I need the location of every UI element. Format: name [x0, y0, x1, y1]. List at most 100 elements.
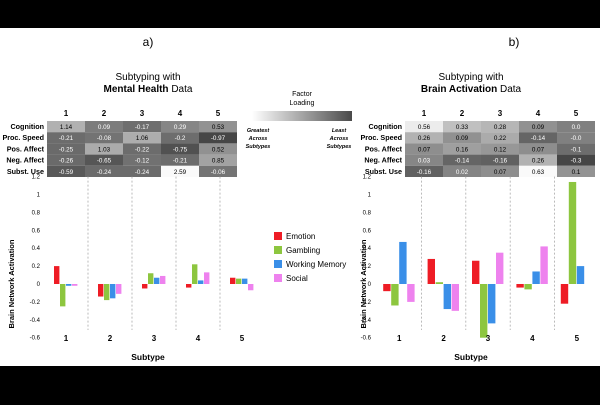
heatmap-b-cell-label-4-0: -0.16 [417, 169, 432, 176]
undefined-ytick-2: -0.2 [30, 300, 41, 306]
heatmap-b-cell-2-2 [481, 143, 519, 155]
heatmap-b-cell-label-3-1: -0.14 [455, 158, 470, 165]
heatmap-b-cell-label-2-3: 0.07 [532, 146, 545, 153]
undefined-ytick-3: 0 [37, 282, 41, 288]
undefined-xlabel: Subtype [131, 352, 165, 362]
figure-background [0, 28, 600, 366]
heatmap-b-cell-label-1-1: 0.09 [456, 135, 469, 142]
heatmap-a-cell-1-3 [161, 132, 199, 144]
heatmap-b-cell-1-3 [519, 132, 557, 144]
heatmap-a-cell-3-3 [161, 154, 199, 166]
undefined-bar-1-4 [568, 181, 577, 284]
heatmap-b-row-label-3: Neg. Affect [364, 156, 402, 165]
undefined-ytick-8: 1 [37, 193, 41, 199]
undefined-bar-2-4 [242, 278, 248, 284]
undefined-ylabel: Brain Network Activation [7, 239, 16, 328]
heatmap-b-cell-4-3 [519, 165, 557, 177]
heatmap-a-cell-0-1 [85, 121, 123, 133]
heatmap-a-cell-0-3 [161, 121, 199, 133]
undefined-bar-2-0 [66, 284, 72, 286]
undefined-ytick-3: 0 [368, 282, 372, 288]
undefined-bar-2-2 [488, 284, 496, 324]
heatmap-a-cell-2-2 [123, 143, 161, 155]
panel-a-title-line2: Mental Health Data [104, 84, 193, 95]
undefined-bar-0-3 [186, 284, 192, 288]
undefined-bar-1-2 [148, 273, 154, 284]
undefined-ytick-4: 0.2 [32, 264, 41, 270]
heatmap-a-cell-label-0-0: 1.14 [60, 124, 73, 131]
panel-a-title-rest: Data [169, 84, 193, 95]
factor-loading-title-line1: Factor [292, 91, 313, 98]
heatmap-a-cell-label-1-3: -0.2 [175, 135, 186, 142]
fl-left-label-3: Subtypes [246, 144, 271, 150]
undefined-bar-1-2 [480, 284, 488, 338]
panel-a-title-bold: Mental Health [104, 84, 169, 95]
panel-a-title-line1: Subtyping with [115, 72, 180, 83]
panel-b-title-bold: Brain Activation [421, 84, 497, 95]
legend-label-emotion: Emotion [286, 232, 315, 241]
undefined-ytick-7: 0.8 [32, 210, 41, 216]
heatmap-a-cell-label-2-1: 1.03 [98, 146, 111, 153]
heatmap-b-cell-label-3-4: -0.3 [571, 158, 582, 165]
heatmap-b-cell-label-3-0: 0.03 [418, 158, 431, 165]
heatmap-b-cell-label-4-2: 0.07 [494, 169, 507, 176]
undefined-bar-1-3 [524, 284, 532, 290]
undefined-ytick-5: 0.4 [363, 246, 372, 252]
heatmap-a-cell-label-4-4: -0.06 [211, 169, 226, 176]
heatmap-a: 1 2 3 4 5 Cognition 1.14 0.09 -0.17 0.29 0.53 Proc.… [2, 109, 237, 177]
undefined-bar-1-0 [391, 284, 399, 306]
undefined-bar-2-1 [443, 284, 451, 310]
heatmap-a-cell-4-1 [85, 165, 123, 177]
heatmap-b-cell-label-2-0: 0.07 [418, 146, 431, 153]
heatmap-a-cell-2-4 [199, 143, 237, 155]
undefined-xtick-3: 3 [486, 334, 491, 343]
undefined-ytick-1: -0.4 [361, 318, 372, 324]
undefined-bar-1-3 [192, 264, 198, 284]
heatmap-b-cell-label-4-4: 0.1 [572, 169, 581, 176]
undefined-xtick-4: 4 [196, 334, 201, 343]
heatmap-b-cell-label-0-2: 0.28 [494, 124, 507, 131]
heatmap-a-cell-1-0 [47, 132, 85, 144]
heatmap-b-cell-0-4 [557, 121, 595, 133]
heatmap-b-cell-0-1 [443, 121, 481, 133]
panel-b-title-line1: Subtyping with [438, 72, 503, 83]
undefined-bar-2-2 [154, 277, 160, 284]
bar-chart-b: -0.6 -0.4 -0.2 0 0.2 0.4 0.6 0.8 1 1.2 Brain Netwo… [359, 175, 585, 362]
heatmap-a-cell-4-2 [123, 165, 161, 177]
undefined-xtick-5: 5 [575, 334, 580, 343]
panel-b-title-rest: Data [497, 84, 521, 95]
heatmap-b-cell-3-4 [557, 154, 595, 166]
heatmap-a-cell-label-4-1: -0.24 [97, 169, 112, 176]
undefined-xtick-2: 2 [108, 334, 113, 343]
legend-swatch-working-memory [274, 260, 282, 268]
heatmap-a-row-label-1: Proc. Speed [2, 133, 44, 142]
undefined-ytick-7: 0.8 [363, 210, 372, 216]
heatmap-a-cell-4-0 [47, 165, 85, 177]
heatmap-b-cell-label-0-3: 0.09 [532, 124, 545, 131]
heatmap-b: 1 2 3 4 5 Cognition 0.56 0.33 0.28 0.09 0.0 Proc. S… [360, 109, 595, 177]
panel-b-title-line2: Brain Activation Data [421, 84, 522, 95]
undefined-bar-0-2 [472, 260, 480, 284]
undefined-bar-0-1 [98, 284, 104, 297]
heatmap-a-cell-label-3-1: -0.65 [97, 158, 112, 165]
heatmap-a-cell-label-2-4: 0.52 [212, 146, 225, 153]
heatmap-b-row-label-4: Subst. Use [365, 167, 402, 176]
undefined-bar-2-4 [576, 266, 585, 284]
heatmap-b-cell-3-2 [481, 154, 519, 166]
heatmap-b-cell-label-0-4: 0.0 [572, 124, 581, 131]
heatmap-b-cell-label-0-0: 0.56 [418, 124, 431, 131]
heatmap-b-cell-label-2-4: -0.1 [571, 146, 582, 153]
heatmap-a-cell-label-2-2: -0.22 [135, 146, 150, 153]
heatmap-a-cell-3-2 [123, 154, 161, 166]
undefined-bar-0-4 [230, 277, 236, 284]
undefined-bar-3-1 [451, 284, 459, 311]
heatmap-b-cell-label-1-0: 0.26 [418, 135, 431, 142]
heatmap-b-cell-2-0 [405, 143, 443, 155]
undefined-ytick-6: 0.6 [32, 228, 41, 234]
undefined-bar-0-4 [560, 284, 569, 304]
heatmap-b-cell-1-1 [443, 132, 481, 144]
heatmap-a-cell-label-3-2: -0.12 [135, 158, 150, 165]
heatmap-a-cell-label-0-1: 0.09 [98, 124, 111, 131]
